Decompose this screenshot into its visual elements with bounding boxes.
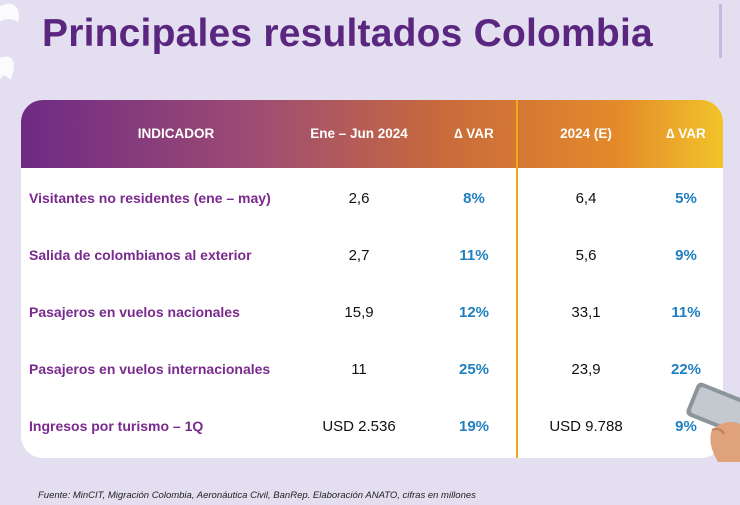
- row-value-period-2: 23,9: [571, 361, 601, 378]
- row-value-period-2: 5,6: [575, 247, 597, 264]
- header-period-2: 2024 (E): [560, 126, 612, 141]
- title-accent-bar: [719, 4, 722, 58]
- row-value-period-1: 15,9: [344, 304, 374, 321]
- table-row: Pasajeros en vuelos nacionales 15,9 12% …: [21, 284, 723, 341]
- header-period-1: Ene – Jun 2024: [310, 126, 408, 141]
- table-row: Salida de colombianos al exterior 2,7 11…: [21, 227, 723, 284]
- row-value-period-2: USD 9.788: [549, 418, 623, 435]
- row-var-2: 22%: [670, 361, 702, 378]
- source-note: Fuente: MinCIT, Migración Colombia, Aero…: [38, 490, 476, 501]
- row-value-period-2: 33,1: [571, 304, 601, 321]
- row-var-1: 19%: [458, 418, 490, 435]
- hand-holding-tablet-illustration: [686, 382, 740, 462]
- row-var-1: 11%: [459, 247, 489, 264]
- row-indicator-label: Ingresos por turismo – 1Q: [29, 418, 204, 434]
- row-value-period-1: 2,7: [348, 247, 370, 264]
- row-indicator-label: Pasajeros en vuelos nacionales: [29, 304, 240, 320]
- row-indicator-label: Pasajeros en vuelos internacionales: [29, 361, 271, 377]
- row-value-period-2: 6,4: [575, 190, 597, 207]
- table-row: Visitantes no residentes (ene – may) 2,6…: [21, 170, 723, 227]
- row-indicator-label: Visitantes no residentes (ene – may): [29, 190, 271, 206]
- row-var-1: 12%: [458, 304, 490, 321]
- row-value-period-1: USD 2.536: [322, 418, 396, 435]
- results-table: INDICADOR Ene – Jun 2024 ∆ VAR 2024 (E) …: [21, 100, 723, 458]
- header-var-2: ∆ VAR: [666, 126, 706, 141]
- row-var-2: 11%: [671, 304, 701, 321]
- row-value-period-1: 11: [351, 361, 367, 378]
- row-var-1: 25%: [458, 361, 490, 378]
- row-indicator-label: Salida de colombianos al exterior: [29, 247, 252, 263]
- row-var-2: 9%: [675, 418, 697, 435]
- header-indicator: INDICADOR: [137, 126, 215, 141]
- row-var-2: 5%: [675, 190, 697, 207]
- header-var-1: ∆ VAR: [454, 126, 494, 141]
- row-var-1: 8%: [463, 190, 485, 207]
- butterfly-decoration: [0, 3, 19, 80]
- table-row: Ingresos por turismo – 1Q USD 2.536 19% …: [21, 398, 723, 455]
- page-title: Principales resultados Colombia: [42, 12, 653, 55]
- table-row: Pasajeros en vuelos internacionales 11 2…: [21, 341, 723, 398]
- column-divider: [516, 100, 518, 458]
- row-value-period-1: 2,6: [348, 190, 370, 207]
- row-var-2: 9%: [675, 247, 697, 264]
- table-header: INDICADOR Ene – Jun 2024 ∆ VAR 2024 (E) …: [21, 100, 723, 168]
